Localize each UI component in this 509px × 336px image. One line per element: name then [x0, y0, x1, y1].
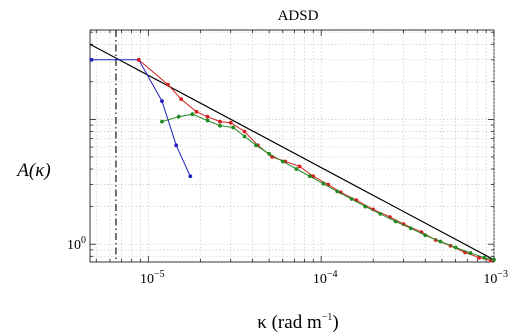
data-point [294, 167, 299, 171]
data-point [254, 143, 258, 148]
data-point [160, 99, 164, 103]
fit-line [89, 43, 495, 261]
x-tick-label: 10−4 [313, 269, 338, 287]
reference-lines [89, 30, 495, 262]
series-line-3 [161, 113, 495, 261]
data-point [176, 114, 181, 119]
data-point [393, 219, 398, 224]
data-point [335, 189, 340, 194]
data-point [349, 197, 354, 201]
data-point [267, 151, 271, 156]
x-tick-label: 10−3 [483, 269, 508, 287]
tick-labels: 10−5 10−4 10−3 100 [67, 235, 508, 287]
data-point [242, 134, 247, 139]
y-tick-label: 100 [67, 235, 86, 253]
data-point [453, 245, 458, 250]
data-point [363, 204, 368, 209]
data-series [89, 57, 496, 263]
data-point [228, 120, 233, 125]
data-point [378, 212, 383, 216]
data-point [408, 226, 413, 231]
data-point [205, 118, 210, 123]
axis-ticks [90, 30, 495, 262]
data-point [492, 257, 496, 262]
data-point [423, 233, 428, 238]
x-tick-label: 10−5 [140, 269, 165, 287]
data-point [190, 112, 195, 117]
data-point [468, 251, 473, 255]
data-point [280, 159, 285, 164]
data-point [297, 164, 302, 169]
data-point [160, 119, 164, 124]
data-point [174, 143, 179, 148]
data-point [136, 57, 141, 62]
gridlines [90, 30, 495, 262]
data-point [482, 255, 487, 260]
data-point [242, 129, 247, 134]
data-point [307, 174, 312, 179]
data-point [89, 57, 94, 62]
data-point [218, 119, 222, 124]
data-point [231, 125, 236, 130]
data-point [166, 82, 170, 87]
data-point [179, 97, 184, 102]
y-axis-label: A(κ) [15, 160, 50, 181]
x-axis-label: κ (rad m−1) [257, 312, 338, 333]
data-point [218, 123, 222, 128]
data-point [321, 181, 326, 186]
data-point [205, 114, 210, 119]
data-point [188, 174, 193, 179]
data-point [194, 109, 199, 114]
data-point [438, 239, 443, 244]
chart-title: ADSD [278, 8, 319, 24]
